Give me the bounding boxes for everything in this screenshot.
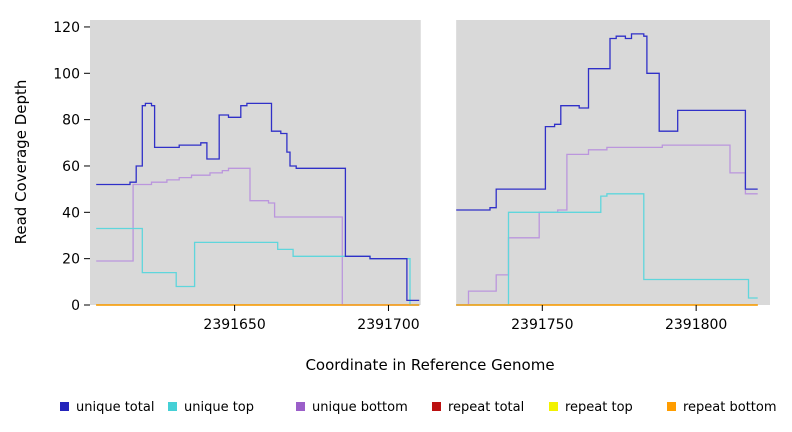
legend-swatch-repeat-bottom bbox=[667, 402, 676, 411]
legend-label-unique-total: unique total bbox=[76, 400, 154, 415]
legend: unique total unique top unique bottom repea… bbox=[60, 400, 777, 415]
series-unique-total bbox=[96, 102, 420, 302]
series-unique-top bbox=[456, 193, 758, 306]
legend-label-repeat-top: repeat top bbox=[565, 400, 633, 415]
legend-swatch-repeat-top bbox=[549, 402, 558, 411]
legend-label-repeat-bottom: repeat bottom bbox=[683, 400, 777, 415]
y-tick-label: 40 bbox=[62, 205, 80, 221]
y-tick-label: 0 bbox=[71, 298, 80, 314]
legend-label-unique-bottom: unique bottom bbox=[312, 400, 408, 415]
legend-swatch-repeat-total bbox=[432, 402, 441, 411]
legend-swatch-unique-top bbox=[168, 402, 177, 411]
missing-data-gap bbox=[420, 19, 457, 306]
x-axis: 2391650 2391700 2391750 2391800 bbox=[203, 305, 727, 333]
series-unique-bottom bbox=[456, 144, 758, 306]
legend-label-unique-top: unique top bbox=[184, 400, 254, 415]
x-tick-label: 2391700 bbox=[357, 317, 419, 333]
y-tick-label: 60 bbox=[62, 159, 80, 175]
legend-swatch-unique-total bbox=[60, 402, 69, 411]
y-axis: 0 20 40 60 80 100 120 bbox=[53, 20, 90, 314]
x-tick-label: 2391800 bbox=[665, 317, 727, 333]
y-tick-label: 20 bbox=[62, 252, 80, 268]
y-axis-title: Read Coverage Depth bbox=[12, 80, 30, 245]
y-tick-label: 80 bbox=[62, 113, 80, 129]
series-unique-total bbox=[456, 33, 758, 211]
legend-swatch-unique-bottom bbox=[296, 402, 305, 411]
x-axis-title: Coordinate in Reference Genome bbox=[305, 356, 554, 374]
x-tick-label: 2391650 bbox=[203, 317, 265, 333]
y-tick-label: 120 bbox=[53, 20, 80, 36]
legend-label-repeat-total: repeat total bbox=[448, 400, 524, 415]
series-unique-bottom bbox=[96, 167, 420, 306]
y-tick-label: 100 bbox=[53, 66, 80, 82]
series-lines bbox=[96, 33, 758, 306]
x-tick-label: 2391750 bbox=[511, 317, 573, 333]
